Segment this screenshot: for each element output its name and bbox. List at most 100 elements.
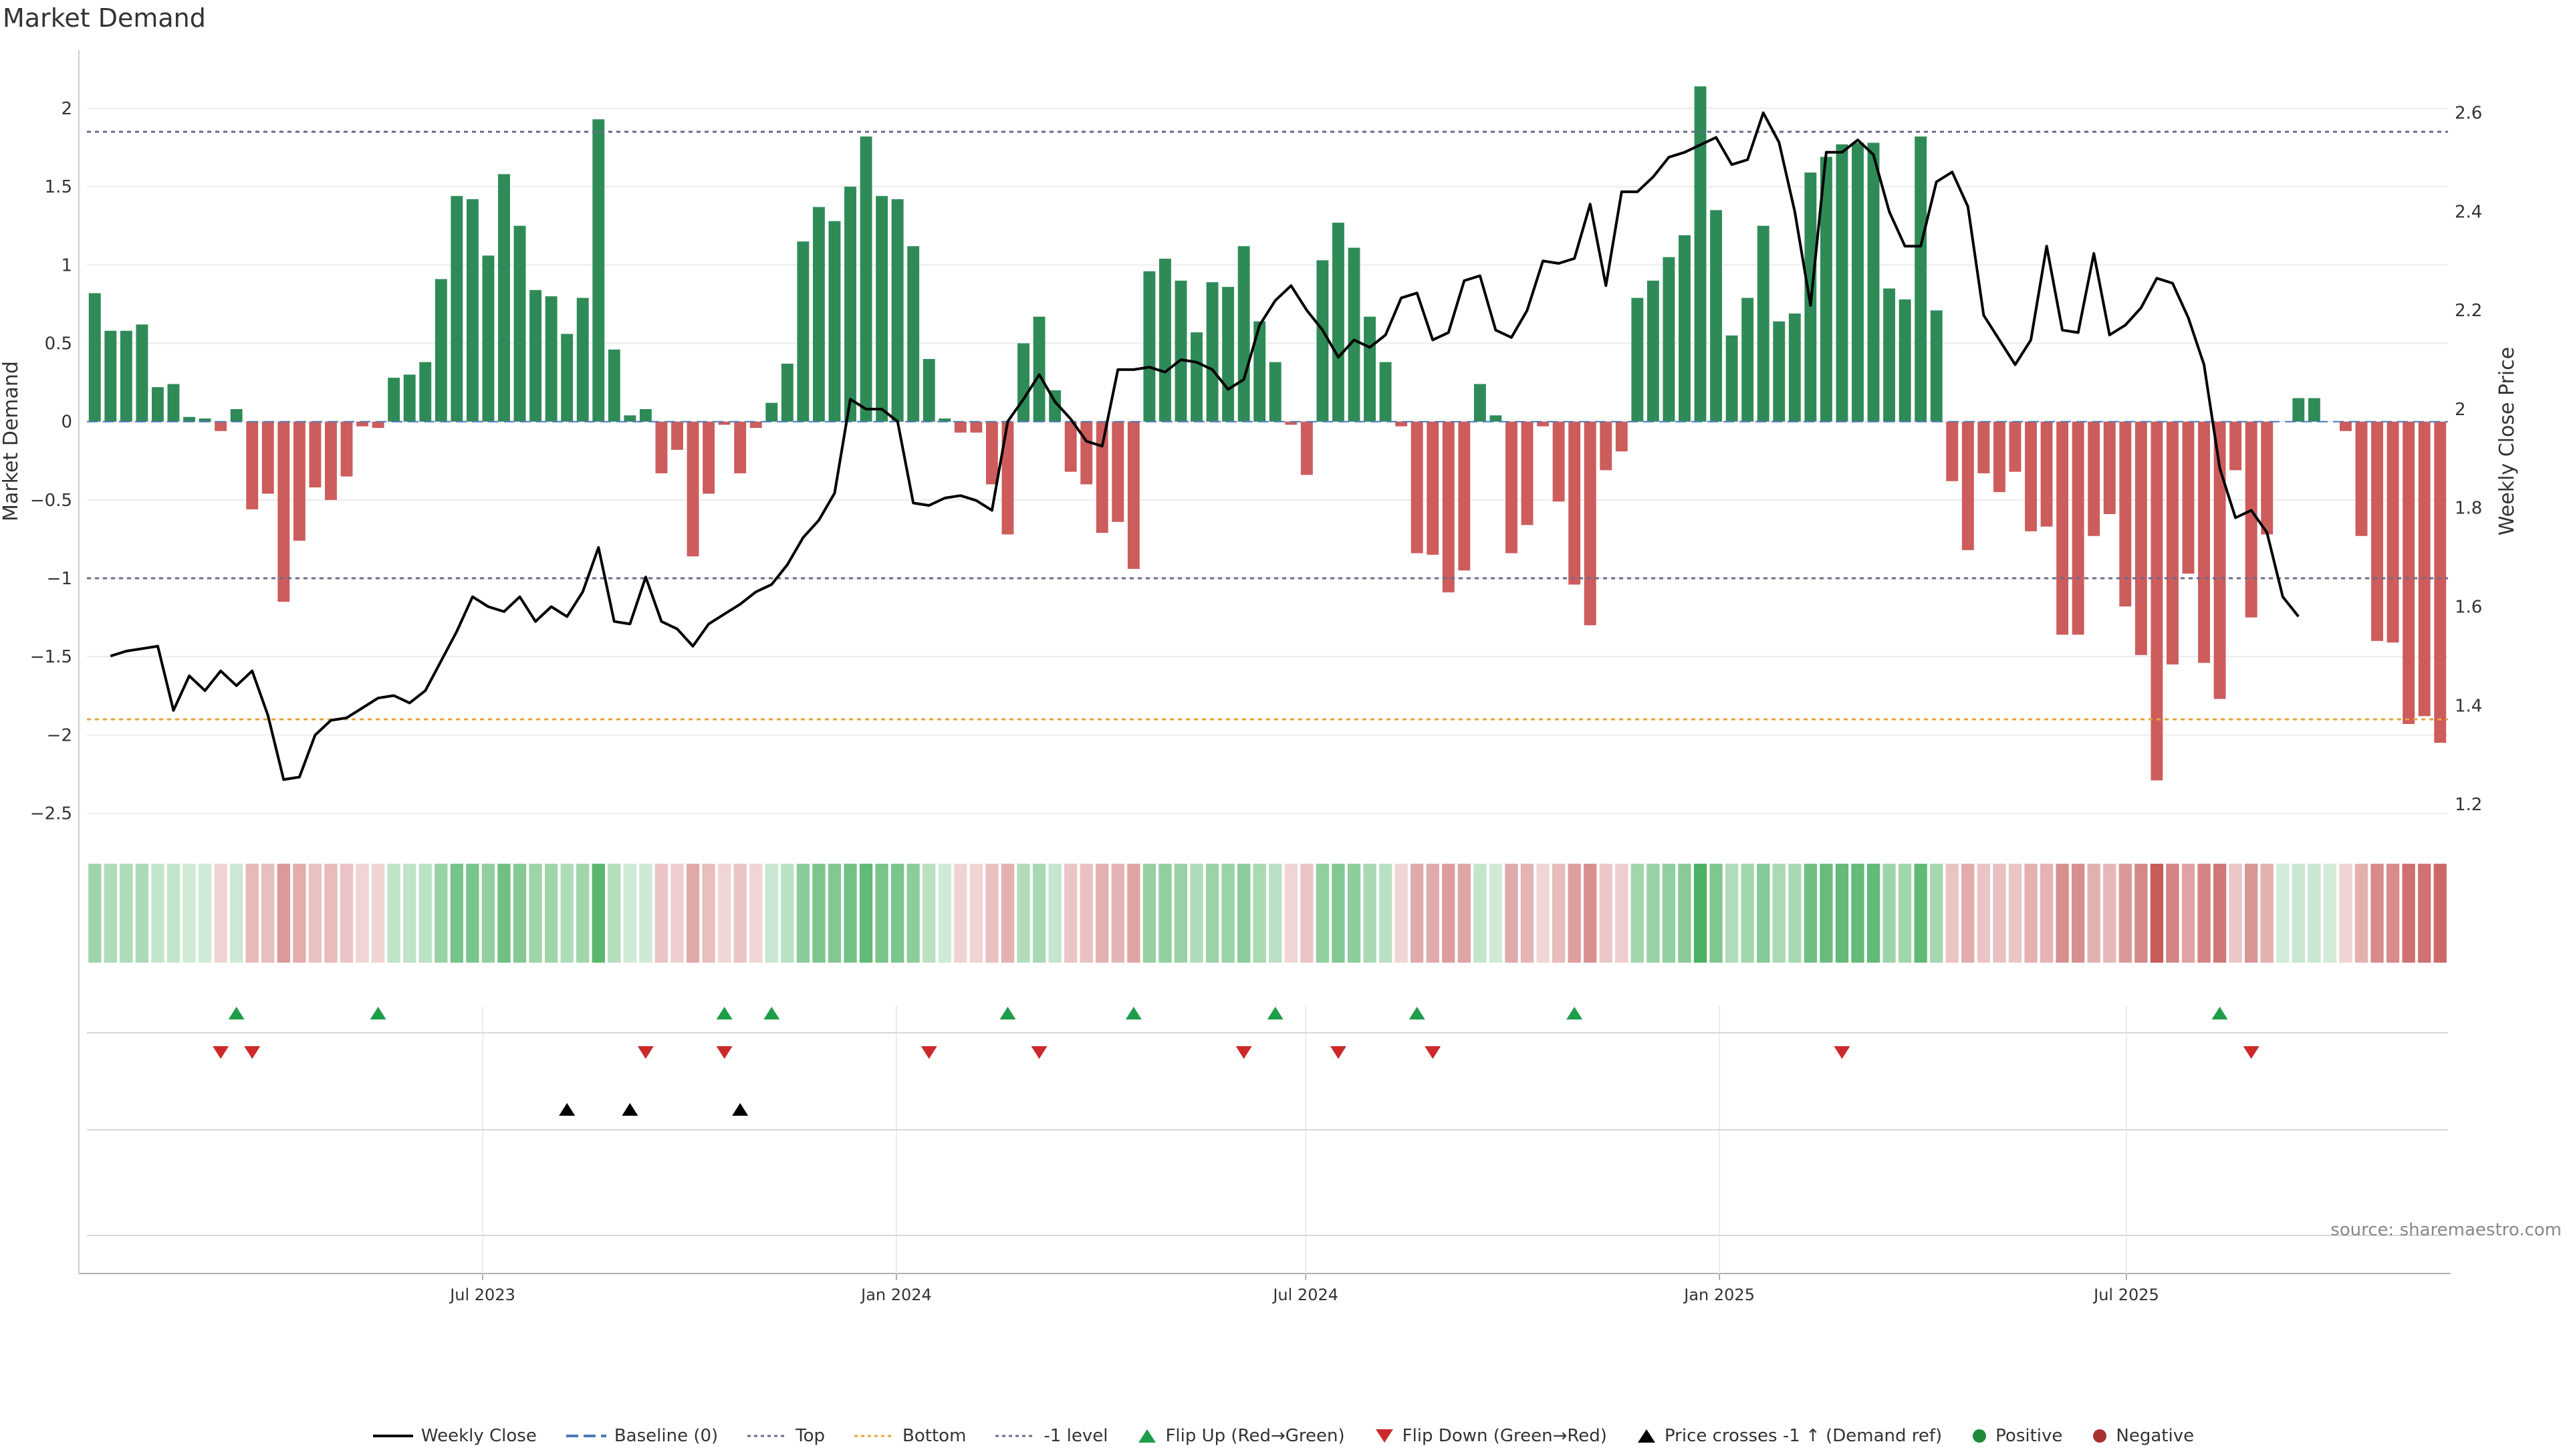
demand-bar-positive bbox=[812, 207, 825, 422]
heat-cell-negative bbox=[2181, 864, 2195, 963]
heat-cell-negative bbox=[1284, 864, 1298, 963]
y-left-tick-label: 1 bbox=[61, 255, 72, 275]
heat-cell-positive bbox=[796, 864, 810, 963]
demand-bar-positive bbox=[451, 196, 463, 422]
heat-cell-positive bbox=[765, 864, 778, 963]
demand-bar-positive bbox=[1741, 297, 1754, 422]
heat-cell-positive bbox=[1473, 864, 1487, 963]
heat-cell-positive bbox=[1190, 864, 1203, 963]
heat-cell-positive bbox=[1804, 864, 1818, 963]
demand-bar-positive bbox=[498, 174, 510, 422]
legend-item-top: Top bbox=[747, 1426, 825, 1446]
heat-cell-positive bbox=[2323, 864, 2337, 963]
demand-bar-positive bbox=[1237, 246, 1250, 422]
heat-cell-positive bbox=[2276, 864, 2290, 963]
heat-cell-negative bbox=[1080, 864, 1093, 963]
heat-cell-positive bbox=[418, 864, 432, 963]
demand-bar-positive bbox=[1646, 280, 1659, 422]
heat-cell-positive bbox=[135, 864, 149, 963]
heat-cell-negative bbox=[1457, 864, 1471, 963]
demand-bar-negative bbox=[2182, 421, 2195, 574]
flip-down-marker bbox=[921, 1046, 937, 1059]
heat-cell-positive bbox=[1489, 864, 1503, 963]
demand-bar-negative bbox=[2025, 421, 2037, 531]
y-right-tick-label: 2.4 bbox=[2455, 202, 2482, 222]
demand-bar-negative bbox=[718, 421, 731, 425]
heat-cell-negative bbox=[293, 864, 306, 963]
heat-cell-negative bbox=[2402, 864, 2415, 963]
heat-cell-negative bbox=[1945, 864, 1959, 963]
demand-bar-negative bbox=[2229, 421, 2242, 471]
heat-cell-negative bbox=[1520, 864, 1534, 963]
demand-bar-positive bbox=[2292, 398, 2305, 422]
legend-item-weekly-close: Weekly Close bbox=[372, 1426, 537, 1446]
demand-bar-positive bbox=[1867, 142, 1880, 422]
legend-label: Weekly Close bbox=[420, 1426, 537, 1446]
demand-bar-positive bbox=[152, 387, 164, 422]
demand-bar-negative bbox=[356, 421, 369, 427]
heat-cell-negative bbox=[356, 864, 369, 963]
demand-bar-negative bbox=[309, 421, 322, 488]
demand-bar-positive bbox=[1820, 156, 1832, 422]
x-tick-label: Jul 2023 bbox=[449, 1286, 515, 1304]
heat-cell-negative bbox=[969, 864, 983, 963]
heat-cell-negative bbox=[985, 864, 999, 963]
demand-bar-positive bbox=[167, 384, 180, 422]
heat-cell-negative bbox=[1993, 864, 2006, 963]
heat-cell-negative bbox=[245, 864, 259, 963]
demand-bar-positive bbox=[624, 415, 636, 422]
heat-cell-positive bbox=[890, 864, 904, 963]
demand-bar-positive bbox=[1663, 257, 1675, 422]
heat-cell-positive bbox=[435, 864, 448, 963]
y-right-tick-label: 1.4 bbox=[2455, 696, 2482, 716]
y-left-tick-label: 2 bbox=[61, 99, 72, 119]
heat-cell-negative bbox=[340, 864, 354, 963]
demand-bar-positive bbox=[529, 289, 542, 422]
heat-cell-negative bbox=[261, 864, 275, 963]
demand-bar-negative bbox=[2355, 421, 2368, 536]
demand-bar-positive bbox=[891, 199, 904, 422]
flip-down-marker bbox=[1031, 1046, 1048, 1059]
y-left-tick-label: −0.5 bbox=[30, 491, 72, 511]
heat-cell-negative bbox=[1552, 864, 1566, 963]
demand-bar-positive bbox=[1316, 260, 1329, 422]
heat-cell-positive bbox=[198, 864, 212, 963]
y-left-tick-label: 0 bbox=[61, 412, 72, 433]
heat-cell-positive bbox=[182, 864, 196, 963]
demand-bar-positive bbox=[1852, 142, 1864, 422]
heat-cell-negative bbox=[2433, 864, 2447, 963]
demand-bar-negative bbox=[246, 421, 259, 509]
heat-cell-negative bbox=[2071, 864, 2085, 963]
demand-bar-negative bbox=[2371, 421, 2383, 641]
demand-bar-positive bbox=[1143, 271, 1156, 422]
flip-down-marker bbox=[637, 1046, 654, 1059]
demand-bar-positive bbox=[576, 297, 589, 422]
demand-bar-negative bbox=[734, 421, 747, 474]
y-axis-left-label: Market Demand bbox=[0, 361, 23, 521]
heat-cell-negative bbox=[2418, 864, 2431, 963]
flip-down-marker bbox=[1235, 1046, 1252, 1059]
demand-bar-negative bbox=[2418, 421, 2431, 717]
heat-cell-positive bbox=[1221, 864, 1235, 963]
demand-bar-positive bbox=[1222, 287, 1235, 422]
chart-legend: Weekly Close Baseline (0) Top Bottom -1 … bbox=[0, 1416, 2567, 1456]
heat-cell-positive bbox=[2292, 864, 2305, 963]
heat-cell-positive bbox=[466, 864, 479, 963]
demand-bar-positive bbox=[1364, 316, 1376, 422]
heat-cell-negative bbox=[2260, 864, 2274, 963]
heat-cell-negative bbox=[308, 864, 322, 963]
demand-bar-negative bbox=[1300, 421, 1313, 475]
heat-cell-positive bbox=[450, 864, 464, 963]
flip-up-marker bbox=[1409, 1007, 1425, 1019]
legend-label: Baseline (0) bbox=[614, 1426, 719, 1446]
heat-cell-negative bbox=[2229, 864, 2242, 963]
flip-up-marker bbox=[370, 1007, 386, 1019]
legend-item-price-cross: Price crosses -1 ↑ (Demand ref) bbox=[1636, 1426, 1942, 1446]
flip-up-marker bbox=[1566, 1007, 1583, 1019]
legend-item-negative: Negative bbox=[2092, 1426, 2194, 1446]
heat-cell-positive bbox=[1158, 864, 1172, 963]
flip-down-marker bbox=[213, 1046, 229, 1059]
heat-cell-positive bbox=[1757, 864, 1770, 963]
flip-up-marker bbox=[716, 1007, 733, 1019]
demand-bar-negative bbox=[1977, 421, 1990, 474]
